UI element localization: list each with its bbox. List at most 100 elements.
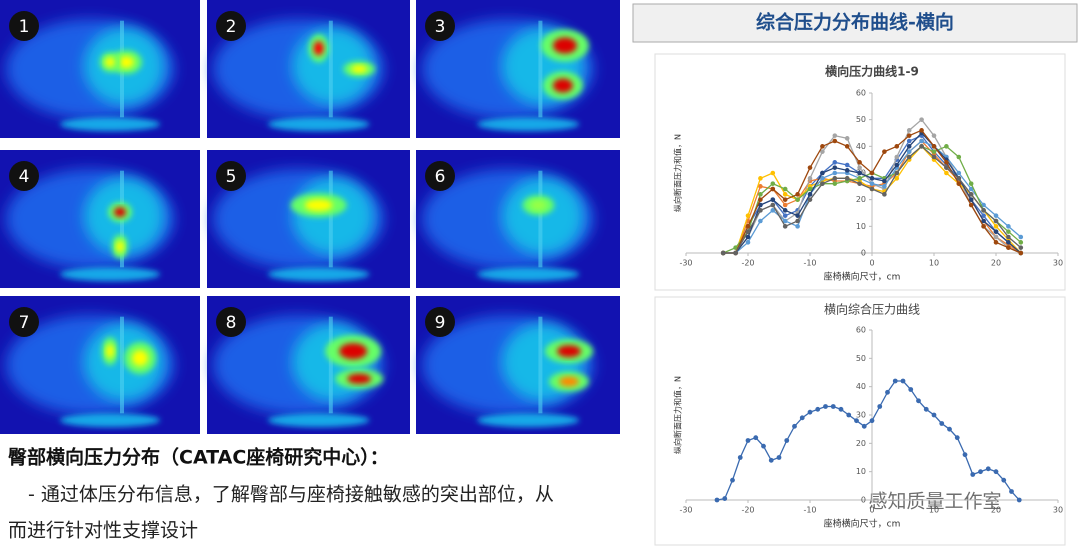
heat-zone (552, 37, 577, 54)
point (981, 208, 986, 213)
heat-zone (292, 177, 374, 255)
point (782, 208, 788, 213)
point (981, 213, 986, 218)
heat-zone (559, 376, 579, 387)
heat-zone (477, 117, 580, 132)
point (894, 144, 900, 149)
point (844, 136, 850, 141)
caption-line: 而进行针对性支撑设计 (8, 520, 198, 542)
heat-zone (552, 78, 573, 93)
panel-badge (425, 161, 455, 191)
point (1009, 489, 1014, 494)
heatmap: 3 (416, 0, 620, 138)
point (782, 197, 788, 202)
heat-zone (557, 345, 581, 358)
point (869, 418, 875, 424)
point (968, 192, 974, 197)
point (770, 170, 776, 176)
point (795, 213, 800, 218)
point (770, 208, 776, 213)
point (1006, 245, 1011, 250)
point (758, 197, 763, 202)
point (820, 144, 825, 149)
x-tick-label: -30 (679, 506, 692, 515)
point (906, 128, 912, 133)
point (758, 184, 763, 189)
point (993, 224, 999, 229)
point (761, 443, 766, 449)
point (931, 149, 937, 154)
x-tick-label: -20 (741, 506, 754, 515)
point (807, 186, 813, 192)
heat-zone (114, 207, 126, 218)
x-tick-label: 30 (1053, 506, 1063, 515)
point (894, 170, 900, 176)
point (792, 423, 797, 429)
point (1001, 477, 1007, 483)
heatmap: 7 (0, 296, 200, 434)
point (1006, 224, 1011, 229)
point (947, 426, 952, 432)
point (714, 497, 720, 503)
point (906, 154, 912, 160)
point (758, 218, 763, 224)
point (846, 412, 852, 418)
point (923, 406, 929, 412)
point (939, 421, 945, 426)
point (985, 466, 991, 472)
y-tick-label: 40 (856, 142, 866, 151)
chart-title: 横向综合压力曲线 (824, 302, 920, 317)
point (745, 224, 751, 229)
point (795, 192, 800, 197)
point (968, 202, 974, 208)
panel-badge (425, 11, 455, 41)
point (832, 138, 838, 144)
x-tick-label: 0 (869, 259, 874, 268)
point (784, 438, 790, 443)
point (815, 406, 821, 412)
point (795, 218, 800, 224)
point (919, 138, 924, 144)
point (782, 186, 788, 192)
heatmap: 8 (207, 296, 410, 434)
heat-zone (477, 413, 580, 428)
point (900, 378, 906, 384)
heat-zone (538, 20, 543, 118)
y-axis-label: 纵向断面压力和值，N (673, 134, 683, 212)
point (906, 144, 912, 149)
caption-line: - 通过体压分布信息，了解臀部与座椅接触敏感的突出部位，从 (28, 484, 554, 506)
point (770, 202, 776, 208)
panel-badge (216, 307, 246, 337)
point (981, 224, 986, 229)
x-tick-label: -10 (803, 259, 816, 268)
point (857, 170, 862, 176)
chart-panel (654, 296, 1066, 546)
heat-zone (538, 170, 543, 268)
point (782, 202, 788, 208)
panel-number: 3 (435, 17, 446, 37)
point (807, 197, 813, 202)
heatmap: 2 (207, 0, 410, 138)
x-tick-label: 30 (1053, 259, 1063, 268)
y-tick-label: 50 (856, 354, 866, 363)
point (737, 455, 743, 460)
point (968, 186, 974, 192)
point (869, 176, 875, 181)
point (919, 128, 924, 133)
heat-zone (477, 267, 580, 282)
y-tick-label: 60 (856, 326, 866, 335)
point (770, 186, 776, 192)
point (720, 250, 726, 256)
point (832, 181, 838, 186)
point (981, 218, 986, 224)
x-tick-label: -30 (679, 259, 692, 268)
heat-zone (351, 65, 368, 73)
heat-zone (60, 267, 160, 282)
panel-number: 8 (226, 313, 237, 333)
heatmap: 5 (207, 150, 410, 288)
point (944, 165, 949, 170)
x-tick-label: -10 (803, 506, 816, 515)
point (753, 435, 759, 441)
point (830, 404, 836, 409)
